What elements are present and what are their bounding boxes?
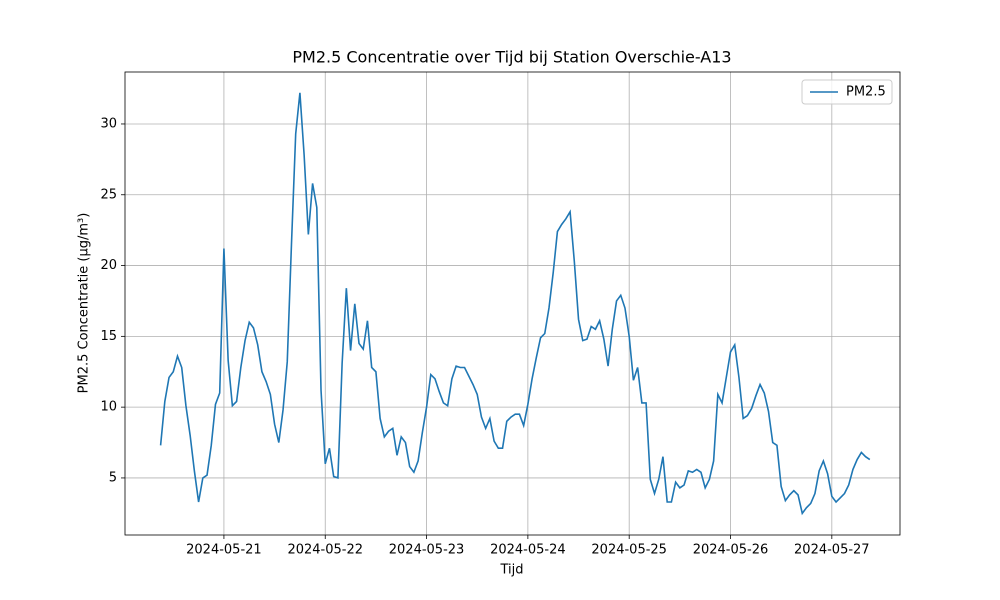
y-axis-label: PM2.5 Concentratie (µg/m³) bbox=[77, 213, 92, 394]
y-tick-label: 30 bbox=[100, 116, 117, 131]
x-tick-label: 2024-05-23 bbox=[389, 543, 465, 558]
y-tick-label: 10 bbox=[100, 400, 117, 415]
chart-title: PM2.5 Concentratie over Tijd bij Station… bbox=[292, 48, 731, 67]
x-tick-label: 2024-05-26 bbox=[693, 543, 769, 558]
y-tick-label: 5 bbox=[109, 470, 117, 485]
x-axis-label: Tijd bbox=[499, 563, 523, 578]
x-tick-label: 2024-05-22 bbox=[287, 543, 363, 558]
legend-box bbox=[801, 79, 893, 105]
x-tick-label: 2024-05-21 bbox=[186, 543, 262, 558]
x-tick-label: 2024-05-25 bbox=[591, 543, 667, 558]
y-tick-label: 20 bbox=[100, 258, 117, 273]
y-tick-label: 15 bbox=[100, 329, 117, 344]
x-tick-label: 2024-05-27 bbox=[794, 543, 870, 558]
y-tick-label: 25 bbox=[100, 187, 117, 202]
plot-frame bbox=[124, 71, 901, 536]
legend-label: PM2.5 bbox=[846, 85, 886, 100]
x-tick-label: 2024-05-24 bbox=[490, 543, 566, 558]
line-series bbox=[159, 92, 871, 516]
